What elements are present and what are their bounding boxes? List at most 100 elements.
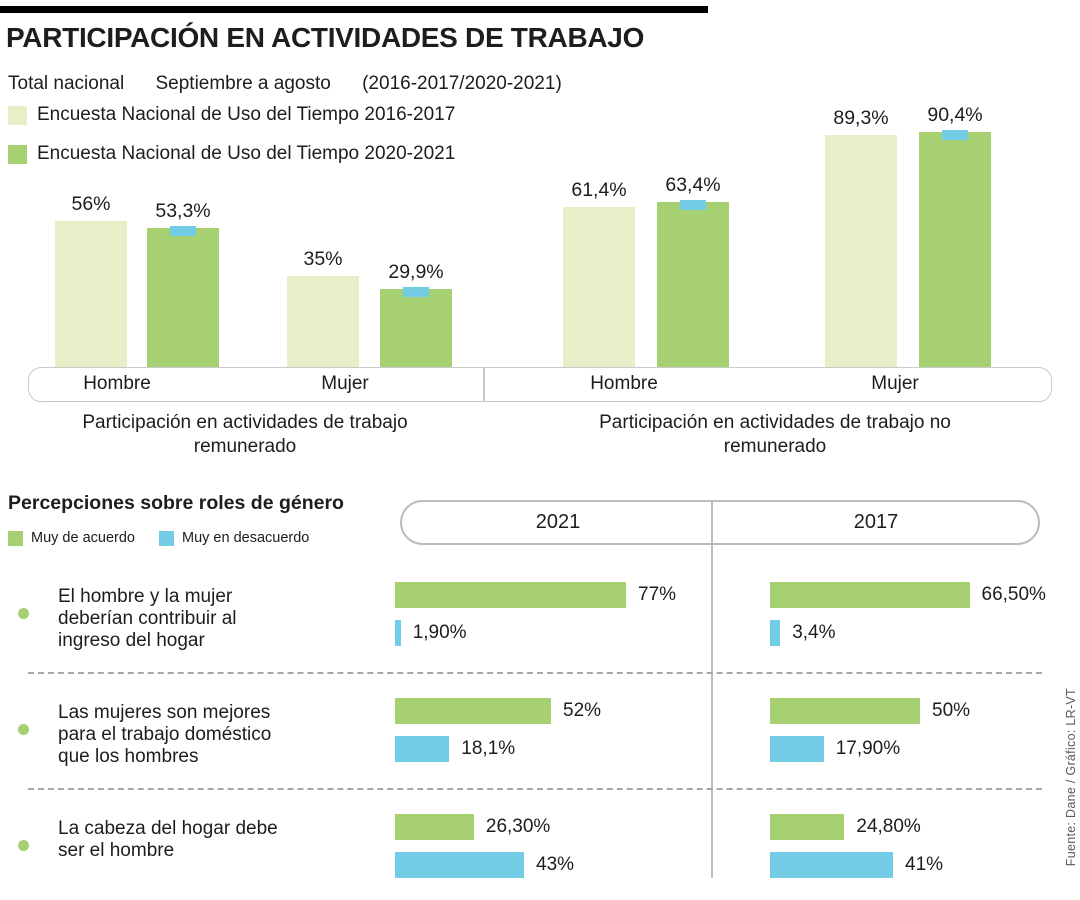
bar-2017-agree: 50% <box>770 698 970 724</box>
bar-value-label: 61,4% <box>571 179 627 202</box>
bar-value-label: 56% <box>71 193 111 216</box>
bar-cap <box>680 200 706 211</box>
bar-value-label: 43% <box>536 854 575 875</box>
bar-2021-disagree: 1,90% <box>395 620 467 646</box>
bullet-icon <box>18 608 29 619</box>
bar <box>395 852 524 878</box>
bar-value-label: 90,4% <box>927 103 983 126</box>
perceptions-legend: Muy de acuerdo Muy en desacuerdo <box>8 530 309 546</box>
bar-cap <box>170 226 196 237</box>
bar <box>395 736 450 762</box>
legend-item-2016-2017: Encuesta Nacional de Uso del Tiempo 2016… <box>8 104 455 126</box>
bar-value-label: 89,3% <box>833 106 889 129</box>
legend-swatch-agree <box>8 530 23 546</box>
bar <box>770 620 781 646</box>
bar-value-label: 50% <box>932 700 971 721</box>
perception-row-domestico: Las mujeres son mejores para el trabajo … <box>0 694 1080 778</box>
bar-2021-agree: 52% <box>395 698 601 724</box>
bar-value-label: 41% <box>905 854 944 875</box>
bar-value-label: 66,50% <box>981 584 1046 605</box>
axis-label-mujer-right: Mujer <box>871 373 919 394</box>
bar <box>147 226 219 367</box>
bar-2021-agree: 77% <box>395 582 676 608</box>
bar-value-label: 35% <box>303 248 343 270</box>
year-column-divider <box>711 500 713 878</box>
bar-value-label: 17,90% <box>835 738 901 759</box>
bar-value-label: 18,1% <box>461 738 516 759</box>
bar-noremunerado-mujer-2016: 89,3% <box>825 107 897 367</box>
chart-caption-remunerado: Participación en actividades de trabajo … <box>82 412 408 457</box>
bar-remunerado-mujer-2016: 35% <box>287 248 359 367</box>
bar-value-label: 53,3% <box>155 200 211 223</box>
bar-2021-disagree: 43% <box>395 852 574 878</box>
bar-cap <box>942 129 968 140</box>
axis-label-hombre-left: Hombre <box>83 373 151 394</box>
legend-item-agree: Muy de acuerdo <box>8 530 135 546</box>
page-title: PARTICIPACIÓN EN ACTIVIDADES DE TRABAJO <box>6 22 645 53</box>
bar-remunerado-hombre-2020: 53,3% <box>147 200 219 367</box>
bar-value-label: 26,30% <box>485 816 551 837</box>
bar <box>395 814 474 840</box>
bar-2017-disagree: 41% <box>770 852 943 878</box>
bar <box>395 582 626 608</box>
axis-label-hombre-right: Hombre <box>590 373 658 394</box>
bar-2021-disagree: 18,1% <box>395 736 515 762</box>
x-axis-band <box>28 367 1052 402</box>
subtitle-period: Septiembre a agosto <box>155 73 331 94</box>
bar-2017-agree: 66,50% <box>770 582 1046 608</box>
legend-swatch-2016-2017 <box>8 105 27 125</box>
year-header-2021: 2021 <box>535 511 581 533</box>
bullet-icon <box>18 840 29 851</box>
bar-value-label: 63,4% <box>665 174 721 197</box>
row-separator <box>28 788 1042 790</box>
bar <box>770 582 970 608</box>
bar <box>770 698 920 724</box>
bar-noremunerado-hombre-2016: 61,4% <box>563 179 635 367</box>
legend-swatch-disagree <box>158 530 174 546</box>
bar <box>825 134 897 367</box>
source-credit: Fuente: Dane / Gráfico: LR-VT <box>1064 688 1078 867</box>
bar <box>919 129 991 367</box>
subtitle-scope: Total nacional <box>8 73 125 94</box>
axis-label-mujer-left: Mujer <box>321 373 369 394</box>
title-rule <box>0 6 708 13</box>
bullet-icon <box>18 724 29 735</box>
bar-2017-disagree: 3,4% <box>770 620 836 646</box>
statement-text: La cabeza del hogar debe ser el hombre <box>58 818 278 861</box>
statement-text: Las mujeres son mejores para el trabajo … <box>58 702 272 767</box>
bar-2017-agree: 24,80% <box>770 814 921 840</box>
bar-value-label: 52% <box>563 700 602 721</box>
statement-text: El hombre y la mujer deberían contribuir… <box>58 586 237 651</box>
chart-caption-no-remunerado: Participación en actividades de trabajo … <box>599 412 951 457</box>
bar-2017-disagree: 17,90% <box>770 736 900 762</box>
year-header: 2021 2017 <box>400 500 1040 545</box>
bar-value-label: 29,9% <box>388 261 444 284</box>
bar-2021-agree: 26,30% <box>395 814 550 840</box>
legend-item-disagree: Muy en desacuerdo <box>158 530 310 546</box>
bar <box>380 287 452 367</box>
bar <box>657 200 729 367</box>
year-header-2017: 2017 <box>853 511 899 533</box>
axis-group-divider <box>483 367 485 402</box>
bar <box>770 814 845 840</box>
legend-label-2020-2021: Encuesta Nacional de Uso del Tiempo 2020… <box>37 143 456 164</box>
perception-row-cabeza-hogar: La cabeza del hogar debe ser el hombre 2… <box>0 810 1080 894</box>
bar <box>395 620 401 646</box>
bar-value-label: 24,80% <box>856 816 921 837</box>
bar <box>287 276 359 367</box>
perception-row-ingreso: El hombre y la mujer deberían contribuir… <box>0 578 1080 662</box>
bar <box>770 736 824 762</box>
legend-swatch-2020-2021 <box>8 144 27 164</box>
legend-label-disagree: Muy en desacuerdo <box>181 530 310 546</box>
row-separator <box>28 672 1042 674</box>
bar-noremunerado-mujer-2020: 90,4% <box>919 104 991 367</box>
survey-legend: Encuesta Nacional de Uso del Tiempo 2016… <box>8 104 455 182</box>
bar-noremunerado-hombre-2020: 63,4% <box>657 174 729 367</box>
legend-item-2020-2021: Encuesta Nacional de Uso del Tiempo 2020… <box>8 143 455 165</box>
subtitle-years: (2016-2017/2020-2021) <box>362 73 562 94</box>
bar-value-label: 3,4% <box>792 622 836 643</box>
bar-value-label: 77% <box>638 584 677 605</box>
subtitle: Total nacional Septiembre a agosto (2016… <box>8 73 588 95</box>
legend-label-2016-2017: Encuesta Nacional de Uso del Tiempo 2016… <box>37 104 456 125</box>
